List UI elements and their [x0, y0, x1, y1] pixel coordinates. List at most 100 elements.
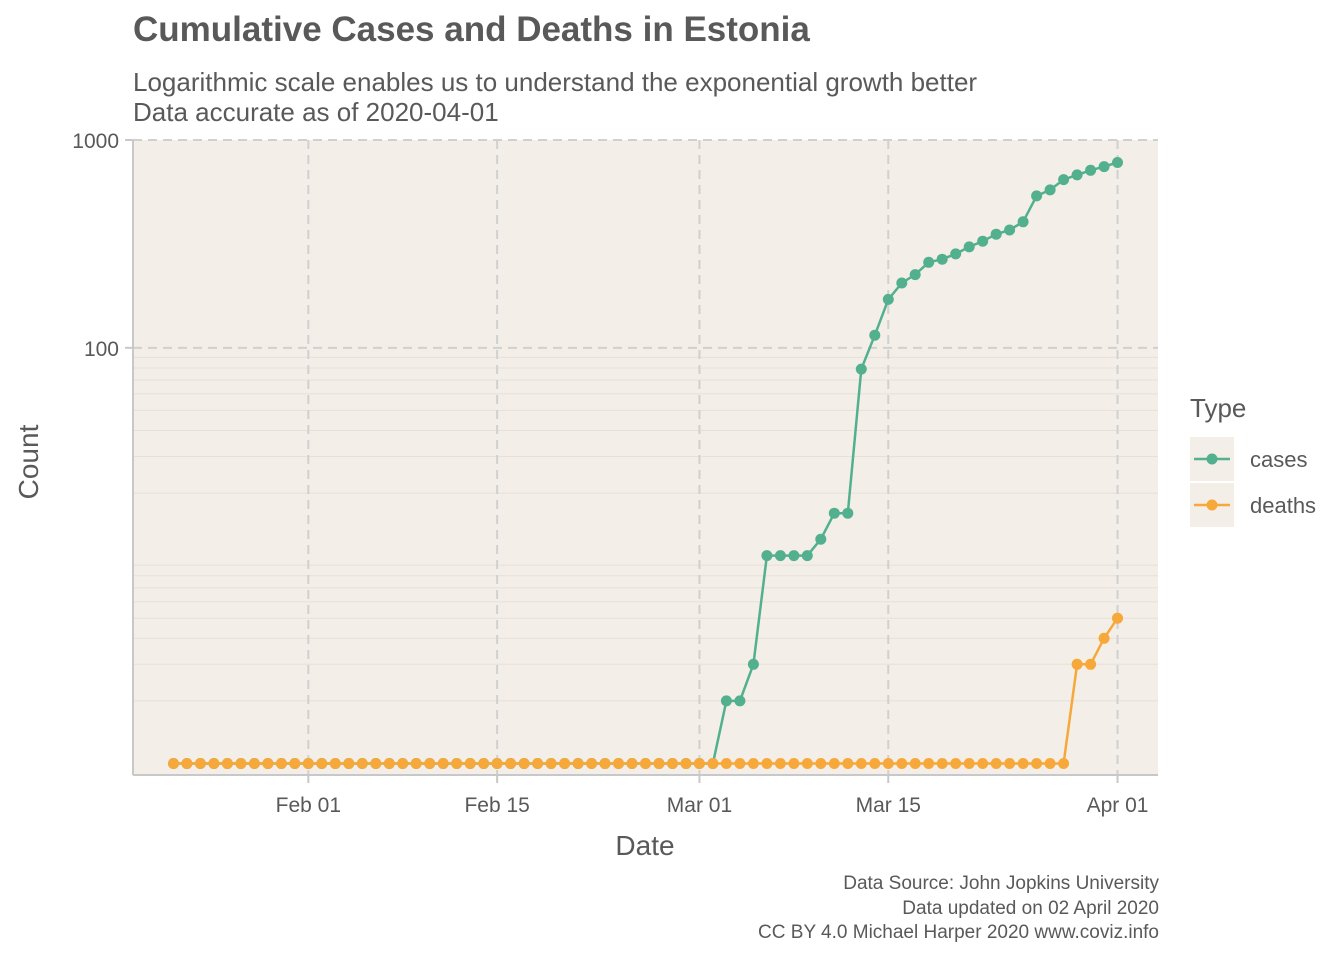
chart-subtitle-line2: Data accurate as of 2020-04-01 — [133, 97, 499, 127]
cases-point — [909, 269, 921, 281]
cases-point — [950, 248, 962, 260]
deaths-point — [559, 758, 571, 769]
deaths-point — [410, 758, 422, 769]
cases-point — [855, 363, 867, 375]
x-tick-label: Apr 01 — [1087, 794, 1149, 817]
cases-point — [963, 241, 975, 253]
y-tick-label: 100 — [84, 338, 119, 361]
deaths-point — [1071, 658, 1083, 670]
legend-title: Type — [1190, 393, 1246, 423]
deaths-point — [1004, 758, 1016, 769]
deaths-point — [181, 758, 193, 769]
deaths-point — [572, 758, 584, 769]
cases-point — [936, 253, 948, 265]
cases-point — [734, 695, 746, 707]
deaths-point — [909, 758, 921, 769]
cases-point — [828, 507, 840, 519]
deaths-point — [640, 758, 651, 769]
deaths-point — [545, 758, 557, 769]
legend-key-point — [1206, 453, 1218, 465]
cases-point — [977, 235, 989, 247]
deaths-point — [653, 758, 665, 769]
deaths-point — [977, 758, 989, 769]
cases-point — [788, 550, 800, 562]
deaths-point — [842, 758, 854, 769]
legend-key-point — [1206, 499, 1218, 511]
deaths-point — [1112, 612, 1123, 624]
deaths-point — [343, 758, 355, 769]
x-tick-labels: Feb 01 Feb 15 Mar 01 Mar 15 Apr 01 — [276, 775, 1149, 817]
deaths-point — [923, 758, 935, 769]
cases-point — [1058, 174, 1070, 186]
x-axis-title: Date — [615, 830, 674, 861]
deaths-point — [168, 758, 179, 769]
deaths-point — [275, 758, 287, 769]
caption-source: Data Source: John Jopkins University — [843, 873, 1159, 894]
x-tick-label: Feb 15 — [464, 794, 529, 817]
deaths-point — [963, 758, 975, 769]
cases-point — [990, 228, 1002, 240]
deaths-point — [720, 758, 732, 769]
deaths-point — [613, 758, 624, 769]
major-gridlines — [133, 139, 1158, 775]
deaths-point — [262, 758, 274, 769]
deaths-point — [221, 758, 233, 769]
deaths-point — [329, 758, 341, 769]
deaths-point — [693, 758, 705, 769]
deaths-point — [383, 758, 395, 769]
deaths-point — [761, 758, 773, 769]
deaths-point — [491, 758, 503, 769]
deaths-point — [747, 758, 759, 769]
deaths-point — [707, 758, 719, 769]
cases-point — [747, 658, 759, 670]
deaths-point — [518, 758, 530, 769]
minor-gridlines — [133, 356, 1158, 702]
deaths-point — [505, 758, 517, 769]
cases-point — [801, 550, 813, 562]
plot-panel — [133, 140, 1158, 775]
y-axis-title: Count — [13, 424, 44, 499]
caption-license: CC BY 4.0 Michael Harper 2020 www.coviz.… — [758, 922, 1159, 943]
cases-point — [761, 550, 773, 562]
cases-point — [1085, 164, 1097, 176]
cases-point — [1112, 157, 1123, 168]
cases-point — [923, 256, 935, 268]
deaths-point — [734, 758, 746, 769]
x-tick-label: Feb 01 — [276, 794, 341, 817]
cases-point — [1004, 224, 1016, 236]
x-tick-label: Mar 15 — [856, 794, 921, 817]
cases-point — [1098, 161, 1110, 173]
deaths-point — [248, 758, 260, 769]
deaths-point — [815, 758, 827, 769]
legend-label-cases: cases — [1250, 447, 1307, 472]
deaths-point — [774, 758, 786, 769]
cases-point — [842, 507, 854, 519]
deaths-point — [289, 758, 301, 769]
y-tick-label: 1000 — [72, 130, 119, 153]
deaths-point — [424, 758, 436, 769]
caption-updated: Data updated on 02 April 2020 — [902, 898, 1159, 919]
cases-point — [896, 277, 908, 289]
deaths-point — [828, 758, 840, 769]
deaths-point — [990, 758, 1002, 769]
deaths-point — [626, 758, 638, 769]
cases-point — [869, 329, 881, 341]
deaths-point — [1085, 658, 1097, 670]
legend-label-deaths: deaths — [1250, 493, 1316, 518]
deaths-point — [356, 758, 368, 769]
deaths-point — [397, 758, 409, 769]
deaths-point — [855, 758, 867, 769]
deaths-point — [478, 758, 490, 769]
deaths-point — [586, 758, 598, 769]
deaths-point — [936, 758, 948, 769]
series-deaths — [168, 612, 1123, 769]
deaths-point — [1031, 758, 1043, 769]
cases-point — [1017, 216, 1029, 228]
cases-point — [1031, 190, 1043, 202]
deaths-point — [532, 758, 544, 769]
chart-subtitle-line1: Logarithmic scale enables us to understa… — [133, 67, 978, 97]
deaths-point — [1098, 632, 1110, 644]
deaths-point — [451, 758, 463, 769]
deaths-point — [194, 758, 206, 769]
